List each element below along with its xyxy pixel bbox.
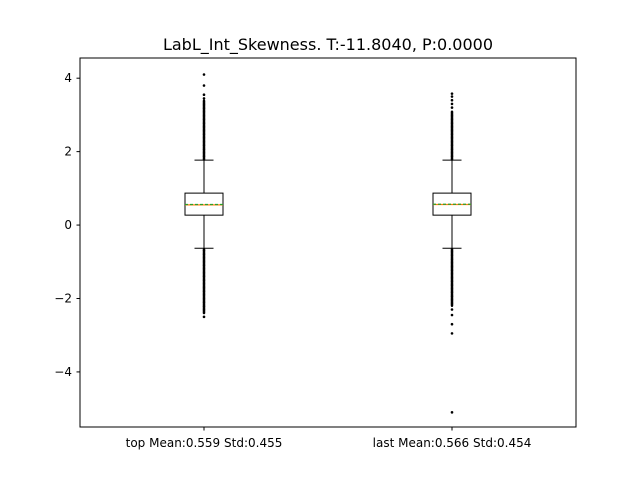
flier-point	[450, 322, 454, 326]
y-tick-label: −2	[54, 291, 72, 305]
x-axis: top Mean:0.559 Std:0.455 last Mean:0.566 …	[126, 427, 532, 450]
x-tick-label: last Mean:0.566 Std:0.454	[373, 436, 532, 450]
y-tick-label: 2	[64, 145, 72, 159]
flier-point	[202, 99, 206, 102]
box-group	[184, 73, 224, 319]
y-tick-label: 4	[64, 71, 72, 85]
flier-point	[450, 313, 454, 317]
flier-point	[202, 315, 206, 319]
flier-point	[450, 106, 454, 109]
fliers	[450, 92, 454, 414]
flier-point	[202, 93, 206, 97]
y-tick-label: 0	[64, 218, 72, 232]
boxes	[184, 73, 472, 414]
flier-point	[450, 411, 454, 414]
flier-point	[450, 98, 454, 102]
chart-title: LabL_Int_Skewness. T:-11.8040, P:0.0000	[163, 35, 493, 55]
y-tick-label: −4	[54, 365, 72, 379]
box-group	[432, 92, 472, 414]
flier-point	[450, 110, 454, 113]
flier-point	[450, 308, 454, 311]
y-axis: −4 −2 0 2 4	[54, 71, 80, 379]
flier-point	[450, 95, 454, 98]
plot-area	[79, 57, 577, 428]
flier-point	[202, 97, 206, 100]
flier-point	[202, 73, 206, 76]
flier-point	[202, 84, 206, 87]
x-tick-label: top Mean:0.559 Std:0.455	[126, 436, 283, 450]
flier-point	[202, 248, 206, 251]
flier-point	[450, 102, 454, 106]
flier-point	[450, 332, 454, 335]
fliers	[202, 73, 206, 319]
flier-point	[450, 92, 454, 95]
